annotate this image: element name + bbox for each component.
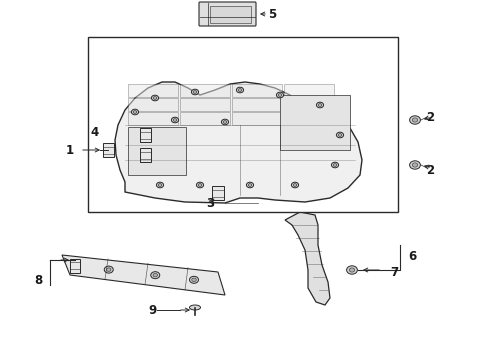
Ellipse shape [412,118,417,122]
Ellipse shape [338,134,342,136]
Text: 1: 1 [66,144,74,157]
Bar [128,84,178,97]
Ellipse shape [153,274,157,277]
Bar [232,98,282,111]
Ellipse shape [151,272,160,279]
Bar [180,84,230,97]
Bar [284,112,334,125]
Polygon shape [115,82,362,203]
Ellipse shape [318,104,322,107]
Text: 9: 9 [148,303,156,316]
Ellipse shape [236,87,244,93]
Ellipse shape [410,161,420,169]
Ellipse shape [196,182,204,188]
Polygon shape [285,212,330,305]
Bar [128,112,178,125]
Ellipse shape [173,118,177,121]
Ellipse shape [346,266,357,274]
Bar [232,84,282,97]
Ellipse shape [238,89,242,91]
Bar [180,112,230,125]
Text: 4: 4 [91,126,99,139]
Ellipse shape [193,91,197,93]
Text: 2: 2 [426,111,434,123]
Text: 6: 6 [408,251,416,264]
Ellipse shape [133,111,137,113]
Bar [212,186,224,200]
Text: 2: 2 [426,163,434,176]
Bar [140,148,150,162]
Ellipse shape [246,182,254,188]
Ellipse shape [172,117,178,123]
Ellipse shape [153,96,157,99]
Bar [232,112,282,125]
Polygon shape [62,255,225,295]
Ellipse shape [190,305,200,310]
Ellipse shape [192,278,196,282]
Ellipse shape [131,109,139,115]
Ellipse shape [106,268,111,271]
Bar [102,143,114,157]
Ellipse shape [151,95,159,101]
Bar [210,6,251,23]
Ellipse shape [293,184,297,186]
Bar [284,84,334,97]
Ellipse shape [349,268,355,272]
Bar [280,95,350,150]
Ellipse shape [223,121,227,123]
Bar [128,98,178,111]
Text: 5: 5 [268,8,276,21]
Ellipse shape [412,163,417,167]
Ellipse shape [331,162,339,168]
Ellipse shape [278,94,282,96]
Ellipse shape [158,184,162,186]
Text: 8: 8 [34,274,42,287]
Ellipse shape [198,184,202,186]
Ellipse shape [156,182,164,188]
Ellipse shape [276,92,284,98]
Ellipse shape [317,102,323,108]
Ellipse shape [192,89,198,95]
Bar [140,128,150,142]
Ellipse shape [333,163,337,166]
Ellipse shape [221,119,229,125]
Ellipse shape [410,116,420,124]
Bar [128,127,186,175]
Text: 7: 7 [390,266,398,279]
Ellipse shape [104,266,113,273]
Bar [284,98,334,111]
Text: 3: 3 [206,197,214,210]
Ellipse shape [337,132,343,138]
Bar [180,98,230,111]
Ellipse shape [190,276,198,283]
Bar [88,37,398,212]
Ellipse shape [292,182,298,188]
Bar [70,259,80,273]
FancyBboxPatch shape [199,2,256,26]
Ellipse shape [248,184,252,186]
